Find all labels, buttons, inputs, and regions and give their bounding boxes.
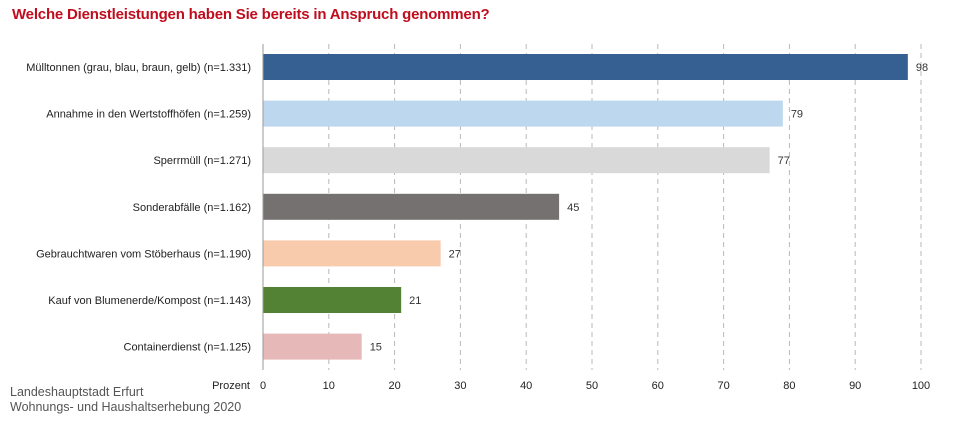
bar — [263, 147, 770, 174]
x-tick-label: 50 — [586, 380, 598, 392]
x-tick-label: 30 — [454, 380, 466, 392]
x-tick-label: 90 — [849, 380, 861, 392]
value-label: 77 — [778, 155, 790, 167]
x-tick-label: 80 — [783, 380, 795, 392]
bar — [263, 100, 783, 127]
category-label: Kauf von Blumenerde/Kompost (n=1.143) — [48, 295, 251, 307]
bar — [263, 287, 402, 313]
category-label: Mülltonnen (grau, blau, braun, gelb) (n=… — [26, 62, 251, 74]
x-tick-label: 70 — [717, 380, 729, 392]
category-label: Sonderabfälle (n=1.162) — [133, 202, 251, 214]
source-line-2: Wohnungs- und Haushaltserhebung 2020 — [10, 400, 242, 414]
x-axis-ticks: 0 10 20 30 40 50 60 70 80 90 100 — [260, 380, 930, 392]
x-tick-label: 20 — [388, 380, 400, 392]
category-label: Containerdienst (n=1.125) — [124, 342, 252, 354]
source-line-1: Landeshauptstadt Erfurt — [10, 385, 144, 399]
chart-title: Welche Dienstleistungen haben Sie bereit… — [12, 6, 490, 23]
x-axis-label: Prozent — [212, 380, 250, 392]
value-label: 15 — [370, 342, 382, 354]
bar — [263, 240, 441, 267]
value-label: 98 — [916, 62, 928, 74]
value-label: 21 — [409, 295, 421, 307]
x-tick-label: 100 — [912, 380, 930, 392]
value-label: 27 — [449, 248, 461, 260]
bar — [263, 193, 560, 220]
category-label: Sperrmüll (n=1.271) — [153, 155, 251, 167]
x-tick-label: 0 — [260, 380, 266, 392]
bar — [263, 333, 362, 360]
source-note: Landeshauptstadt Erfurt Wohnungs- und Ha… — [10, 385, 241, 415]
value-labels: 98 79 77 45 27 21 15 — [370, 62, 928, 354]
x-tick-label: 40 — [520, 380, 532, 392]
x-tick-label: 60 — [652, 380, 664, 392]
category-label: Annahme in den Wertstoffhöfen (n=1.259) — [46, 109, 251, 121]
category-label: Gebrauchtwaren vom Stöberhaus (n=1.190) — [36, 248, 251, 260]
value-label: 45 — [567, 202, 579, 214]
bar — [263, 54, 908, 80]
x-tick-label: 10 — [323, 380, 335, 392]
value-label: 79 — [791, 109, 803, 121]
bars — [263, 54, 908, 360]
category-labels: Mülltonnen (grau, blau, braun, gelb) (n=… — [26, 62, 251, 354]
